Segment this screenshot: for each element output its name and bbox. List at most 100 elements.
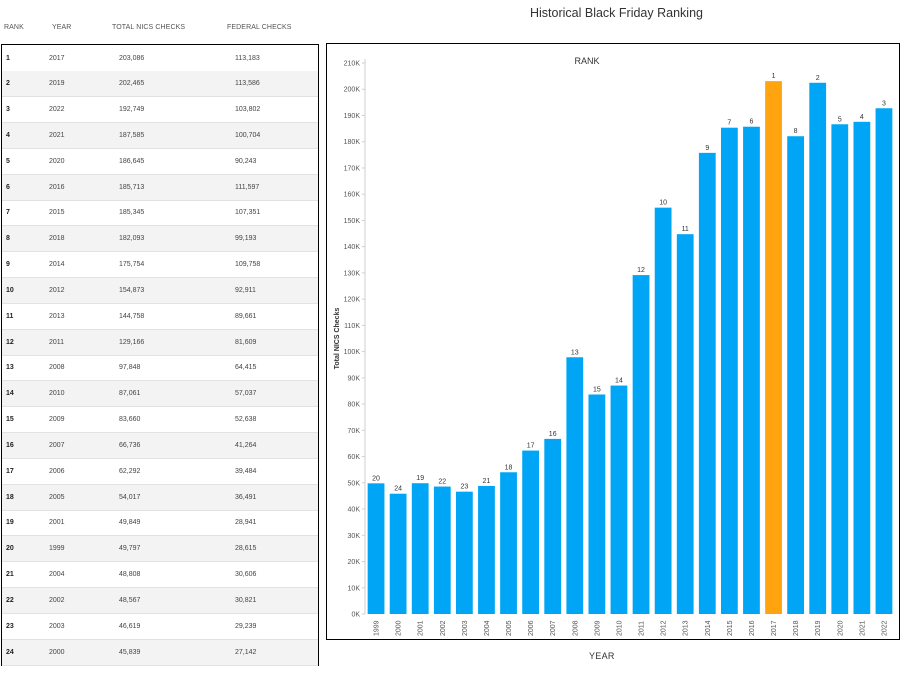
table-row: 4 2021 187,585 100,704 <box>2 122 318 149</box>
x-tick-label: 2015 <box>727 620 734 636</box>
table-row: 14 2010 87,061 57,037 <box>2 381 318 408</box>
cell-year: 2015 <box>49 209 65 217</box>
cell-rank: 9 <box>6 261 10 269</box>
y-tick-label: 60K <box>348 454 361 461</box>
cell-rank: 24 <box>6 648 14 656</box>
cell-federal: 100,704 <box>235 131 261 139</box>
cell-year: 2002 <box>49 596 65 604</box>
cell-total: 46,619 <box>119 622 141 630</box>
bar-2012 <box>654 207 672 614</box>
table-row: 11 2013 144,758 89,661 <box>2 304 318 330</box>
bar-label: 1 <box>772 73 776 80</box>
y-tick-label: 20K <box>348 559 361 566</box>
table-row: 22 2002 48,567 30,821 <box>2 587 318 614</box>
cell-rank: 1 <box>6 54 10 62</box>
bar-chart: 0K10K20K30K40K50K60K70K80K90K100K110K120… <box>334 56 893 636</box>
table-row: 13 2008 97,848 64,415 <box>2 355 318 382</box>
chart-title: Historical Black Friday Ranking <box>530 6 703 20</box>
cell-rank: 21 <box>6 571 14 579</box>
y-tick-label: 70K <box>348 428 361 435</box>
cell-year: 2008 <box>49 364 65 372</box>
cell-total: 186,645 <box>119 157 145 165</box>
cell-total: 45,839 <box>119 648 141 656</box>
cell-federal: 99,193 <box>235 235 257 243</box>
x-tick-label: 2022 <box>881 620 888 636</box>
table-row: 1 2017 203,086 113,183 <box>2 46 318 72</box>
cell-year: 2017 <box>49 54 65 62</box>
bar-label: 3 <box>882 100 886 107</box>
bar-2022 <box>875 108 893 614</box>
cell-year: 2001 <box>49 519 65 527</box>
x-tick-label: 2006 <box>528 620 535 636</box>
bar-2020 <box>831 124 849 615</box>
cell-total: 87,061 <box>119 390 141 398</box>
cell-year: 2013 <box>49 312 65 320</box>
bar-2003 <box>455 491 473 614</box>
cell-federal: 36,491 <box>235 493 257 501</box>
x-tick-label: 2020 <box>837 620 844 636</box>
table-row: 24 2000 45,839 27,142 <box>2 639 318 666</box>
cell-federal: 30,606 <box>235 571 257 579</box>
bar-2000 <box>389 493 407 614</box>
cell-rank: 11 <box>6 312 14 320</box>
table-row: 6 2016 185,713 111,597 <box>2 174 318 201</box>
cell-total: 185,713 <box>119 183 145 191</box>
bar-label: 23 <box>460 484 468 491</box>
cell-rank: 17 <box>6 467 14 475</box>
cell-year: 2006 <box>49 467 65 475</box>
y-tick-label: 80K <box>348 402 361 409</box>
x-tick-label: 2016 <box>749 620 756 636</box>
cell-year: 2011 <box>49 338 65 346</box>
cell-total: 203,086 <box>119 54 145 62</box>
bar-2001 <box>411 483 429 614</box>
cell-total: 49,797 <box>119 545 141 553</box>
bar-2021 <box>853 121 871 615</box>
table-row: 9 2014 175,754 109,758 <box>2 252 318 279</box>
table-row: 21 2004 48,808 30,606 <box>2 562 318 589</box>
bar-label: 11 <box>682 226 689 233</box>
cell-federal: 27,142 <box>235 648 257 656</box>
cell-total: 49,849 <box>119 519 141 527</box>
cell-rank: 20 <box>6 545 14 553</box>
x-tick-label: 1999 <box>374 620 381 636</box>
bar-2002 <box>433 486 451 614</box>
bar-label: 13 <box>571 349 579 356</box>
cell-year: 2000 <box>49 648 65 656</box>
x-tick-label: 2004 <box>484 620 491 636</box>
x-tick-label: 2021 <box>859 620 866 636</box>
cell-total: 62,292 <box>119 467 141 475</box>
cell-year: 2018 <box>49 235 65 243</box>
cell-federal: 39,484 <box>235 467 257 475</box>
cell-federal: 109,758 <box>235 261 261 269</box>
bar-label: 24 <box>394 486 402 493</box>
y-tick-label: 40K <box>348 507 361 514</box>
cell-total: 129,166 <box>119 338 145 346</box>
bar-label: 10 <box>659 200 667 207</box>
cell-rank: 3 <box>6 106 10 114</box>
y-tick-label: 100K <box>344 349 361 356</box>
cell-rank: 10 <box>6 286 14 294</box>
cell-federal: 29,239 <box>235 622 257 630</box>
table-row: 2 2019 202,465 113,586 <box>2 71 318 98</box>
cell-year: 2014 <box>49 261 65 269</box>
x-tick-label: 2002 <box>440 620 447 636</box>
bar-label: 9 <box>705 145 709 152</box>
cell-rank: 2 <box>6 80 10 88</box>
table-row: 12 2011 129,166 81,609 <box>2 329 318 356</box>
y-tick-label: 140K <box>344 244 361 251</box>
x-tick-label: 2008 <box>572 620 579 636</box>
bar-2009 <box>588 394 606 614</box>
header-year: YEAR <box>52 24 72 31</box>
cell-federal: 103,802 <box>235 106 261 114</box>
cell-rank: 16 <box>6 441 14 449</box>
cell-federal: 41,264 <box>235 441 257 449</box>
table-row: 3 2022 192,749 103,802 <box>2 97 318 124</box>
table-row: 15 2009 83,660 52,638 <box>2 407 318 434</box>
cell-rank: 8 <box>6 235 10 243</box>
table-row: 7 2015 185,345 107,351 <box>2 200 318 227</box>
cell-year: 2010 <box>49 390 65 398</box>
y-tick-label: 170K <box>344 165 361 172</box>
table-row: 20 1999 49,797 28,615 <box>2 536 318 563</box>
bar-1999 <box>367 483 385 614</box>
cell-rank: 18 <box>6 493 14 501</box>
